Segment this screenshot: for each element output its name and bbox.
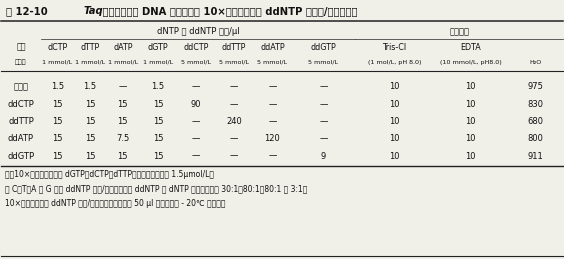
Text: 90: 90 (191, 100, 201, 109)
Text: 10: 10 (389, 100, 400, 109)
Text: —: — (268, 117, 276, 126)
Text: 15: 15 (52, 117, 63, 126)
Text: 10: 10 (465, 83, 475, 91)
Text: 1 mmol/L: 1 mmol/L (108, 60, 138, 64)
Text: ddGTP: ddGTP (310, 42, 336, 52)
Text: —: — (268, 100, 276, 109)
Text: 15: 15 (85, 152, 95, 161)
Text: 5 mmol/L: 5 mmol/L (257, 60, 288, 64)
Text: ddTTP: ddTTP (8, 117, 34, 126)
Text: 浓合量: 浓合量 (15, 59, 27, 65)
Text: ddCTP: ddCTP (183, 42, 209, 52)
Text: 15: 15 (153, 117, 163, 126)
Text: 15: 15 (52, 152, 63, 161)
Text: 10×标记混合液和 ddNTP 延伸/终止混合液应分装成 50 μl 每份，并在 - 20℃ 下冻藏。: 10×标记混合液和 ddNTP 延伸/终止混合液应分装成 50 μl 每份，并在… (5, 199, 226, 208)
Text: 1 mmol/L: 1 mmol/L (75, 60, 105, 64)
Text: ddTTP: ddTTP (222, 42, 246, 52)
Text: 在 C、T、A 和 G 四种 ddNTP 延伸/终止混合液中 ddNTP 与 dNTP 的比例分别为 30:1、80:1、80:1 和 3:1。: 在 C、T、A 和 G 四种 ddNTP 延伸/终止混合液中 ddNTP 与 d… (5, 185, 307, 194)
Text: —: — (118, 83, 127, 91)
Text: (10 mmol/L, pH8.0): (10 mmol/L, pH8.0) (439, 60, 501, 64)
Text: —: — (268, 152, 276, 161)
Text: ddATP: ddATP (8, 134, 34, 143)
Text: 15: 15 (153, 100, 163, 109)
Text: EDTA: EDTA (460, 42, 481, 52)
Text: H₂O: H₂O (529, 60, 541, 64)
Text: 9: 9 (321, 152, 326, 161)
Text: 1 mmol/L: 1 mmol/L (143, 60, 173, 64)
Text: 680: 680 (527, 117, 543, 126)
Text: 15: 15 (85, 117, 95, 126)
Text: 1 mmol/L: 1 mmol/L (42, 60, 73, 64)
Text: dCTP: dCTP (47, 42, 68, 52)
Text: ddATP: ddATP (260, 42, 285, 52)
Text: —: — (192, 134, 200, 143)
Text: 其他试剂: 其他试剂 (449, 27, 469, 36)
Text: 15: 15 (85, 134, 95, 143)
Text: ddGTP: ddGTP (7, 152, 34, 161)
Text: 15: 15 (85, 100, 95, 109)
Text: —: — (192, 152, 200, 161)
Text: 120: 120 (265, 134, 280, 143)
Text: Tris-Cl: Tris-Cl (382, 42, 407, 52)
Text: —: — (230, 83, 239, 91)
Text: —: — (319, 100, 328, 109)
Text: 15: 15 (117, 152, 128, 161)
Text: 10: 10 (389, 152, 400, 161)
Text: dGTP: dGTP (148, 42, 168, 52)
Text: 5 mmol/L: 5 mmol/L (181, 60, 211, 64)
Text: (1 mol/L, pH 8.0): (1 mol/L, pH 8.0) (368, 60, 421, 64)
Text: —: — (319, 134, 328, 143)
Text: 5 mmol/L: 5 mmol/L (219, 60, 249, 64)
Text: 15: 15 (117, 117, 128, 126)
Text: 800: 800 (527, 134, 543, 143)
Text: ddCTP: ddCTP (7, 100, 34, 109)
Text: 15: 15 (52, 134, 63, 143)
Text: 15: 15 (153, 134, 163, 143)
Text: 975: 975 (527, 83, 543, 91)
Text: dNTP 及 ddNTP 储液/μl: dNTP 及 ddNTP 储液/μl (157, 27, 240, 36)
Text: dATP: dATP (113, 42, 133, 52)
Text: 注：10×标记混合液中含 dGTP、dCTP、dTTP，每一种浓度均为 1.5μmol/L。: 注：10×标记混合液中含 dGTP、dCTP、dTTP，每一种浓度均为 1.5μ… (5, 170, 214, 179)
Text: 10: 10 (389, 134, 400, 143)
Text: 10: 10 (465, 152, 475, 161)
Text: 830: 830 (527, 100, 543, 109)
Text: dTTP: dTTP (81, 42, 100, 52)
Text: 1.5: 1.5 (51, 83, 64, 91)
Text: 911: 911 (527, 152, 543, 161)
Text: 10: 10 (465, 100, 475, 109)
Text: 酶催化的常规 DNA 测序反应用 10×标记混合液和 ddNTP 链延伸/终止混合液: 酶催化的常规 DNA 测序反应用 10×标记混合液和 ddNTP 链延伸/终止混… (99, 6, 358, 16)
Text: 15: 15 (52, 100, 63, 109)
Text: 240: 240 (226, 117, 242, 126)
Text: 10: 10 (465, 117, 475, 126)
Text: 15: 15 (117, 100, 128, 109)
Text: 10: 10 (389, 83, 400, 91)
Text: —: — (230, 134, 239, 143)
Text: 15: 15 (153, 152, 163, 161)
Text: 反应: 反应 (16, 42, 26, 52)
Text: 5 mmol/L: 5 mmol/L (309, 60, 338, 64)
Text: 7.5: 7.5 (116, 134, 129, 143)
Text: —: — (230, 152, 239, 161)
Text: Taq: Taq (84, 6, 104, 16)
Text: 1.5: 1.5 (83, 83, 96, 91)
Text: —: — (268, 83, 276, 91)
Text: 10: 10 (389, 117, 400, 126)
Text: —: — (319, 117, 328, 126)
Text: 10: 10 (465, 134, 475, 143)
Text: —: — (230, 100, 239, 109)
Text: 表 12-10: 表 12-10 (6, 6, 59, 16)
Text: 1.5: 1.5 (151, 83, 165, 91)
Text: 标记物: 标记物 (14, 83, 28, 91)
Text: —: — (192, 83, 200, 91)
Text: —: — (319, 83, 328, 91)
Text: —: — (192, 117, 200, 126)
